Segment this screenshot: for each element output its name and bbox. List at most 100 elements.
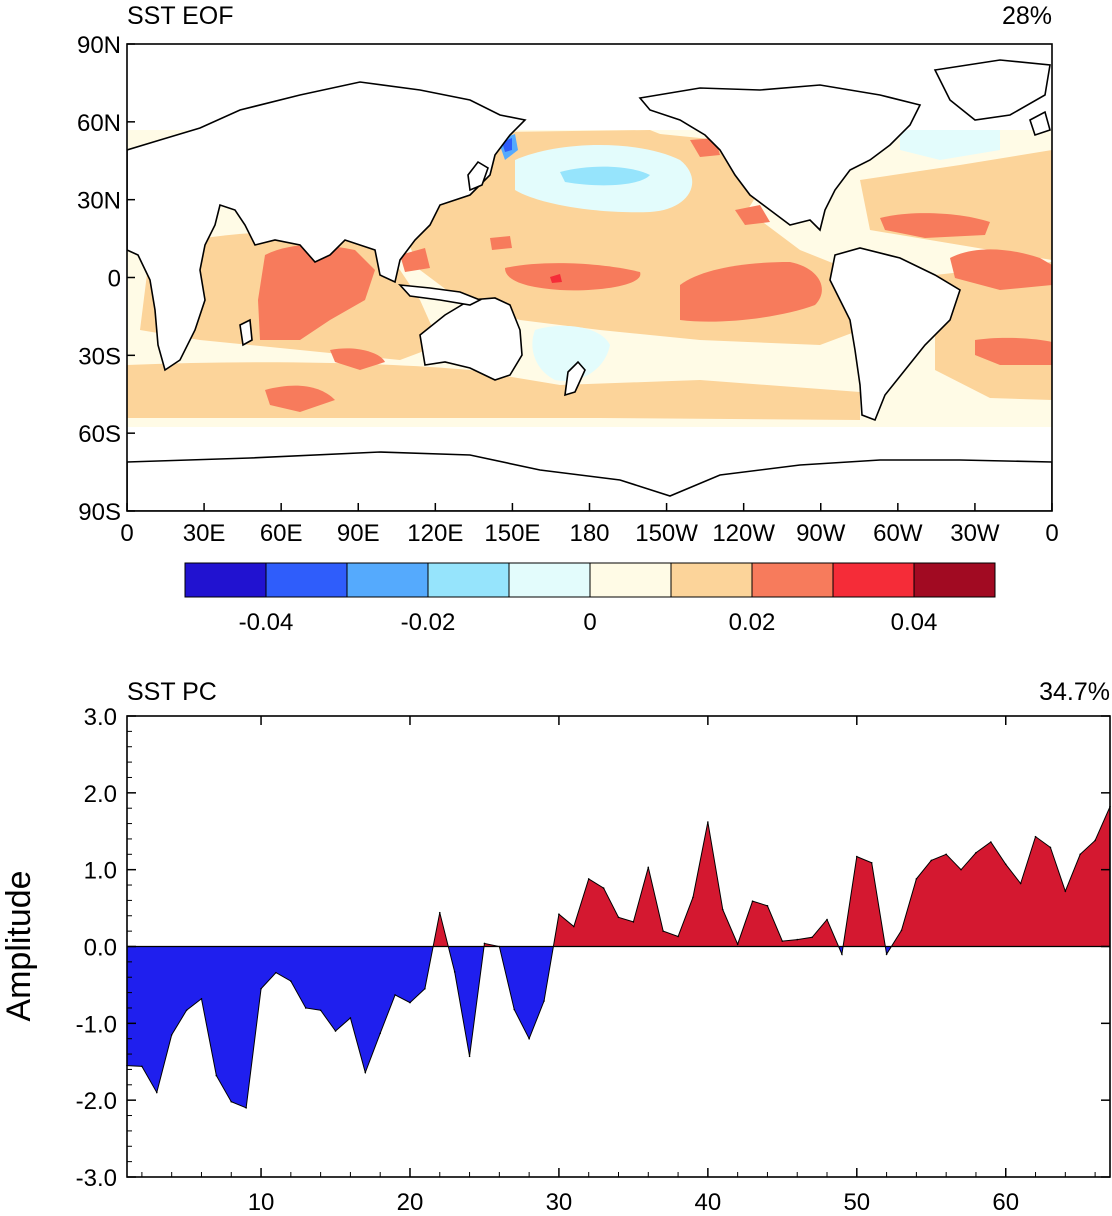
pc-data-point (900, 929, 903, 932)
pc-data-point (319, 1009, 322, 1012)
pc-data-point (453, 971, 456, 973)
field-south-atlantic-red (975, 337, 1052, 365)
lon-tick-label: 150E (484, 520, 540, 547)
pc-plot-area: -3.0 -2.0 -1.0 0.0 1.0 2.0 3.0 10 20 30 40 50 60 (76, 704, 1111, 1216)
pc-data-point (692, 896, 694, 899)
colorbar-swatch (184, 562, 267, 598)
colorbar-swatch (670, 562, 753, 598)
pc-data-point (394, 994, 396, 996)
pc-data-point (334, 1030, 337, 1032)
colorbar-swatch (265, 562, 348, 598)
field-east-pacific-red (680, 262, 822, 322)
pc-y-tick-label: -1.0 (76, 1011, 117, 1038)
pc-data-point (528, 1037, 530, 1040)
pc-data-point (513, 1008, 516, 1011)
pc-data-point (424, 987, 426, 990)
pc-data-point (796, 938, 799, 941)
lat-tick-label: 30S (78, 343, 121, 370)
pc-data-point (990, 841, 992, 843)
field-tropical-atlantic-red (950, 249, 1052, 290)
pc-data-point (349, 1017, 352, 1019)
pc-data-point (379, 1032, 381, 1035)
pc-data-point (200, 997, 203, 1000)
lat-tick-label: 90S (78, 499, 121, 526)
pc-data-point (1019, 882, 1022, 885)
pc-data-point (811, 936, 813, 939)
pc-data-point (170, 1034, 173, 1036)
colorbar-swatch (751, 562, 834, 598)
pc-data-point (960, 868, 962, 871)
pc-data-point (885, 953, 888, 955)
pc-y-tick-label: 1.0 (84, 858, 117, 885)
field-central-pacific-red (505, 263, 641, 291)
colorbar-tick-label: 0 (583, 609, 596, 636)
pc-y-tick-label: 0.0 (84, 935, 117, 962)
colorbar-tick-label: -0.02 (401, 609, 456, 636)
lat-tick-label: 90N (77, 32, 121, 59)
colorbar-tick-label: 0.04 (891, 609, 938, 636)
colorbar: -0.04 -0.02 0 0.02 0.04 (184, 562, 996, 636)
field-south-indian-red (330, 348, 385, 370)
pc-y-tick-label: 3.0 (84, 704, 117, 731)
lon-tick-label: 120E (407, 520, 463, 547)
pc-y-tick-label: -3.0 (76, 1165, 117, 1192)
pc-data-point (662, 930, 664, 932)
colorbar-swatch (508, 562, 591, 598)
lat-tick-label: 60S (78, 421, 121, 448)
pc-data-point (677, 935, 679, 938)
pc-data-point (1064, 890, 1067, 892)
pc-data-point (438, 911, 441, 914)
field-south-china-sea-red (400, 248, 430, 272)
pc-x-tick-label: 50 (843, 1189, 870, 1216)
coast-north-america (638, 84, 922, 232)
eof-variance-label: 28% (1002, 2, 1052, 30)
pc-x-tick-label: 60 (992, 1189, 1019, 1216)
coast-japan (467, 160, 489, 192)
coast-antarctica (127, 451, 1052, 511)
pc-data-point (856, 855, 858, 858)
eof-title: SST EOF (127, 2, 234, 30)
pc-data-point (1079, 853, 1082, 856)
pc-data-point (483, 942, 486, 945)
pc-title: SST PC (127, 678, 217, 706)
pc-variance-label: 34.7% (1039, 678, 1110, 706)
pc-data-point (930, 859, 933, 862)
pc-data-point (409, 1001, 411, 1004)
coast-madagascar (239, 318, 253, 347)
colorbar-swatch (589, 562, 672, 598)
pc-data-point (1004, 863, 1007, 866)
pc-data-point (707, 821, 709, 823)
pc-data-point (870, 861, 873, 864)
pc-data-point (185, 1009, 188, 1012)
pc-data-point (141, 1065, 143, 1068)
lon-tick-label: 0 (1045, 520, 1058, 547)
pc-data-point (1094, 839, 1096, 842)
pc-data-point (245, 1107, 247, 1109)
pc-data-point (215, 1074, 218, 1077)
pc-data-point (364, 1071, 367, 1074)
field-north-atlantic-red (880, 213, 990, 238)
pc-x-tick-label: 40 (695, 1189, 722, 1216)
coast-greenland (933, 59, 1051, 121)
lon-tick-label: 180 (569, 520, 609, 547)
field-south-atlantic-orange (935, 262, 1052, 400)
lon-tick-label: 0 (120, 520, 133, 547)
pc-panel: SST PC 34.7% Amplitude -3.0 -2.0 -1.0 0.0 1.… (0, 678, 1111, 1216)
pc-data-point (781, 940, 784, 942)
negative-area (127, 946, 1110, 1108)
lon-tick-label: 90W (796, 520, 846, 547)
pc-data-point (558, 913, 560, 916)
pc-data-point (632, 921, 635, 923)
pc-data-point (155, 1091, 158, 1094)
colorbar-swatch (832, 562, 915, 598)
colorbar-swatch (346, 562, 429, 598)
land-masses (127, 59, 1052, 511)
pc-y-tick-label: 2.0 (84, 781, 117, 808)
pc-data-point (975, 851, 977, 854)
coast-africa-eurasia (127, 81, 527, 372)
colorbar-swatch (913, 562, 996, 598)
pc-data-point (915, 878, 918, 880)
pc-x-tick-label: 20 (397, 1189, 424, 1216)
positive-area (127, 806, 1110, 947)
lon-tick-label: 60W (873, 520, 923, 547)
